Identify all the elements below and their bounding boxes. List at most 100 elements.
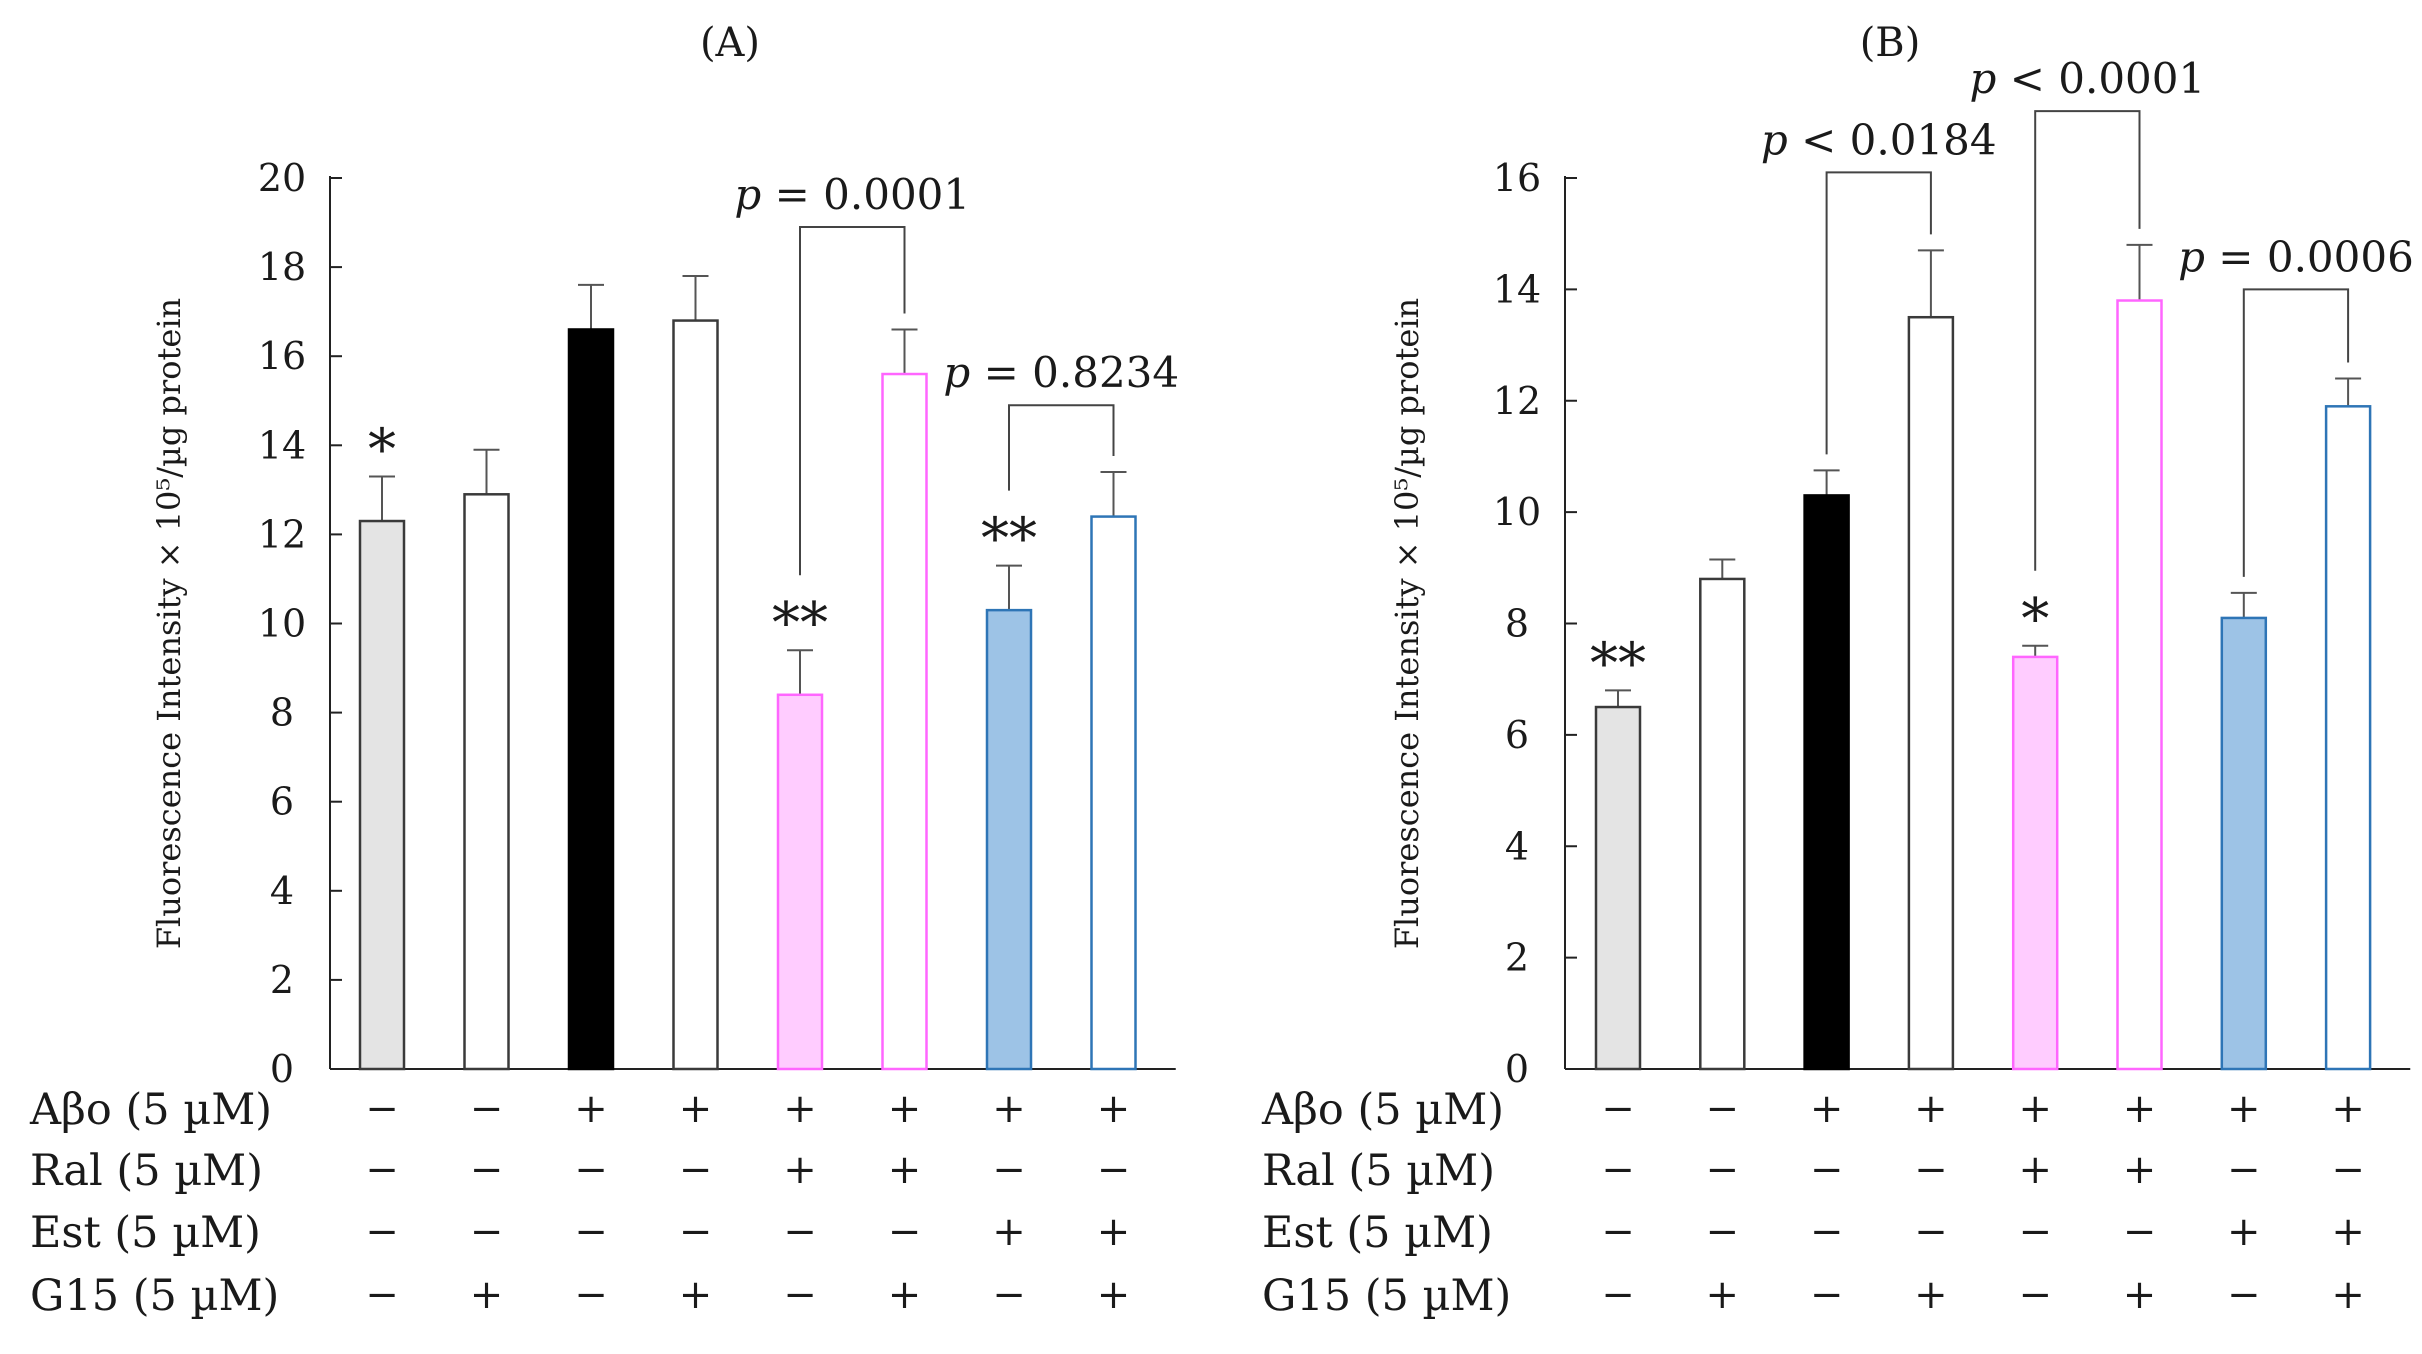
condition-sign: +: [783, 1086, 817, 1132]
comparison-bracket: [2034, 110, 2141, 571]
bar: [567, 328, 615, 1071]
condition-sign: −: [365, 1086, 399, 1132]
condition-sign: −: [1706, 1086, 1740, 1132]
panel-b-chart: (B) Fluorescence Intensity × 10⁵/µg prote…: [1261, 20, 2414, 1321]
condition-sign: +: [1706, 1272, 1740, 1318]
condition-sign: +: [992, 1209, 1026, 1255]
condition-sign: +: [992, 1086, 1026, 1132]
condition-label: G15 (5 µM): [30, 1271, 279, 1321]
significance-star: *: [2021, 587, 2049, 652]
significance-star: **: [981, 507, 1037, 572]
condition-sign: −: [470, 1209, 504, 1255]
condition-sign: +: [1097, 1209, 1131, 1255]
condition-sign: −: [2331, 1147, 2365, 1193]
condition-sign: +: [888, 1147, 922, 1193]
condition-sign: −: [783, 1209, 817, 1255]
y-axis-label: Fluorescence Intensity × 10⁵/µg protein: [1388, 298, 1426, 949]
condition-sign: −: [2123, 1209, 2157, 1255]
p-value-text: < 0.0001: [1996, 54, 2205, 103]
condition-sign: +: [783, 1147, 817, 1193]
condition-sign: −: [1706, 1209, 1740, 1255]
bar: [2220, 616, 2268, 1071]
p-value-italic: p: [2178, 232, 2205, 281]
bar: [2116, 299, 2163, 1071]
condition-sign: −: [365, 1272, 399, 1318]
panel-title: (B): [1860, 20, 1921, 66]
p-value-italic: p: [943, 348, 970, 397]
y-axis-label: Fluorescence Intensity × 10⁵/µg protein: [150, 298, 188, 949]
condition-label: G15 (5 µM): [1262, 1271, 1511, 1321]
condition-sign: +: [2331, 1086, 2365, 1132]
condition-sign: +: [1810, 1086, 1844, 1132]
p-value-text: = 0.0006: [2205, 232, 2414, 281]
condition-sign: −: [1601, 1086, 1635, 1132]
comparison-bracket: [1825, 171, 1932, 455]
condition-sign: +: [1914, 1272, 1948, 1318]
condition-sign: −: [1601, 1147, 1635, 1193]
y-tick-label: 6: [270, 780, 294, 824]
y-tick-label: 0: [270, 1047, 294, 1091]
y-tick-label: 8: [270, 691, 294, 735]
condition-sign: −: [1914, 1209, 1948, 1255]
panel-title: (A): [700, 20, 760, 66]
condition-sign: −: [1810, 1147, 1844, 1193]
condition-sign: −: [679, 1209, 713, 1255]
comparison-bracket: [2242, 288, 2350, 577]
y-tick-label: 2: [270, 958, 294, 1002]
condition-sign: +: [1097, 1272, 1131, 1318]
condition-label: Ral (5 µM): [30, 1146, 263, 1196]
condition-label: Aβo (5 µM): [29, 1085, 272, 1135]
y-tick-label: 14: [1493, 267, 1541, 311]
condition-sign: +: [2227, 1086, 2261, 1132]
p-value-label: p = 0.8234: [943, 348, 1179, 397]
y-tick-label: 0: [1505, 1047, 1529, 1091]
condition-sign: −: [679, 1147, 713, 1193]
p-value-label: p < 0.0184: [1761, 115, 1997, 164]
condition-label: Est (5 µM): [1262, 1208, 1493, 1258]
bar: [985, 608, 1033, 1071]
condition-sign: −: [1914, 1147, 1948, 1193]
condition-sign: +: [2123, 1086, 2157, 1132]
condition-sign: +: [2018, 1147, 2052, 1193]
y-tick-label: 8: [1505, 602, 1529, 646]
comparison-bracket: [1008, 404, 1115, 491]
bar: [1090, 515, 1137, 1071]
condition-sign: −: [574, 1209, 608, 1255]
p-value-text: < 0.0184: [1788, 115, 1997, 164]
condition-sign: −: [1810, 1272, 1844, 1318]
y-tick-label: 12: [1493, 379, 1541, 423]
condition-sign: +: [888, 1272, 922, 1318]
p-value-italic: p: [1761, 115, 1788, 164]
condition-sign: +: [2227, 1209, 2261, 1255]
y-tick-label: 18: [258, 245, 306, 289]
bar: [1907, 315, 1955, 1071]
condition-label: Est (5 µM): [30, 1208, 261, 1258]
p-value-italic: p: [1969, 54, 1996, 103]
significance-star: **: [1590, 631, 1646, 696]
y-tick-label: 12: [258, 512, 306, 556]
y-tick-label: 16: [1493, 156, 1541, 200]
significance-star: *: [368, 417, 396, 482]
condition-sign: −: [1810, 1209, 1844, 1255]
significance-star: **: [772, 591, 828, 656]
condition-sign: +: [1914, 1086, 1948, 1132]
p-value-label: p = 0.0001: [734, 170, 970, 219]
condition-sign: −: [365, 1209, 399, 1255]
condition-label: Aβo (5 µM): [1261, 1085, 1504, 1135]
p-value-label: p = 0.0006: [2178, 232, 2414, 281]
y-tick-label: 2: [1505, 936, 1529, 980]
condition-sign: +: [888, 1086, 922, 1132]
y-tick-label: 20: [258, 156, 306, 200]
y-tick-label: 14: [258, 423, 306, 467]
p-value-label: p < 0.0001: [1969, 54, 2205, 103]
p-value-text: = 0.8234: [970, 348, 1179, 397]
condition-sign: +: [574, 1086, 608, 1132]
condition-label: Ral (5 µM): [1262, 1146, 1495, 1196]
panel-a-chart: (A) Fluorescence Intensity × 10⁵/µg prote…: [29, 20, 1179, 1321]
bar: [463, 493, 510, 1071]
bar: [2011, 655, 2059, 1071]
condition-sign: −: [574, 1147, 608, 1193]
condition-sign: −: [1097, 1147, 1131, 1193]
condition-sign: +: [679, 1086, 713, 1132]
